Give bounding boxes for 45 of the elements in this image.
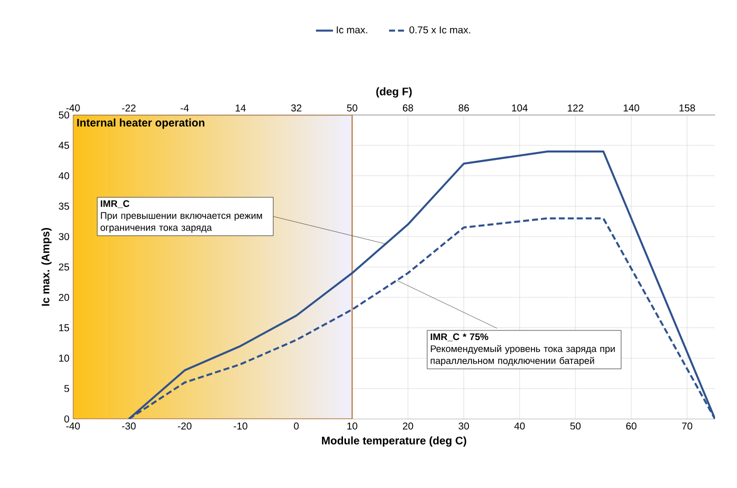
x2-tick-label: 86 xyxy=(458,104,469,112)
x-tick-label: 70 xyxy=(682,422,692,430)
x2-tick-label: 14 xyxy=(236,104,246,112)
x2-tick-label: 158 xyxy=(680,104,695,112)
y-tick-label: 25 xyxy=(58,263,70,271)
x2-axis-title: (deg F) xyxy=(376,87,412,98)
x2-tick-label: -22 xyxy=(122,104,136,112)
y-tick-label: 40 xyxy=(58,172,70,180)
x-tick-label: -40 xyxy=(66,422,80,430)
y-tick-label: 50 xyxy=(58,111,70,119)
y-tick-label: 20 xyxy=(58,294,70,301)
x2-tick-label: 68 xyxy=(402,104,414,112)
x-tick-label: 20 xyxy=(402,422,414,430)
annotation: IMR_C xyxy=(100,200,130,208)
y-tick-label: 15 xyxy=(59,324,70,332)
x2-tick-label: -40 xyxy=(66,104,80,112)
legend-label: Ic max. xyxy=(336,26,368,34)
y-tick-label: 35 xyxy=(58,202,70,210)
y-tick-label: 10 xyxy=(59,354,70,362)
x2-tick-label: 122 xyxy=(568,104,584,112)
y-tick-label: 0 xyxy=(64,415,70,423)
annotation: Рекомендуемый уровень тока заряда при параллельном подключении батарей xyxy=(430,344,615,366)
x-tick-label: 0 xyxy=(294,422,299,430)
x-tick-label: -20 xyxy=(178,422,192,430)
x-tick-label: 30 xyxy=(458,422,469,430)
x-axis-title: Module temperature (deg C) xyxy=(322,436,466,447)
x2-tick-label: 140 xyxy=(624,104,640,112)
x-tick-label: -30 xyxy=(122,422,136,430)
x-tick-label: -10 xyxy=(234,422,248,430)
band-label: Internal heater operation xyxy=(77,118,204,129)
x-tick-label: 50 xyxy=(570,422,581,430)
x2-tick-label: -4 xyxy=(180,104,189,112)
x-tick-label: 40 xyxy=(514,422,525,430)
annotation: IMR_C * 75% xyxy=(430,333,488,342)
y-axis-title: Ic max. (Amps) xyxy=(41,228,52,306)
x2-tick-label: 104 xyxy=(512,104,528,112)
x-tick-label: 60 xyxy=(626,422,636,430)
annotation: При превышении включается режим ограничения тока заряда xyxy=(100,212,262,233)
y-tick-label: 30 xyxy=(58,233,70,240)
y-tick-label: 45 xyxy=(58,142,70,149)
y-tick-label: 5 xyxy=(64,385,70,392)
x2-tick-label: 50 xyxy=(347,104,358,112)
x-tick-label: 10 xyxy=(347,422,358,430)
legend-label: 0.75 x Ic max. xyxy=(409,26,470,34)
x2-tick-label: 32 xyxy=(291,104,302,112)
